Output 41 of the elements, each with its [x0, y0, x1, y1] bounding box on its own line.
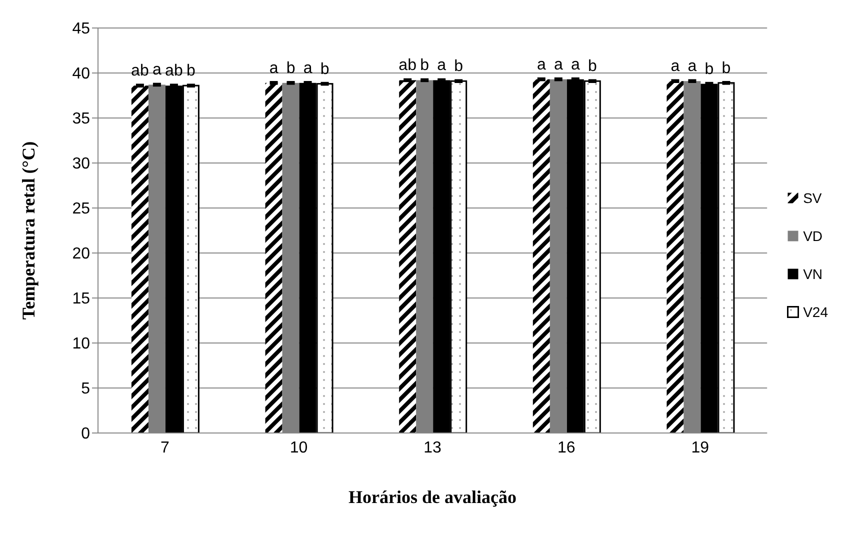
y-tick-label: 0	[81, 426, 90, 443]
data-label: ab	[165, 62, 183, 80]
y-tick-label: 20	[72, 246, 90, 263]
y-axis-title: Temperatura retal (°C)	[18, 141, 38, 320]
data-label: a	[554, 56, 563, 74]
y-tick-label: 30	[72, 156, 90, 173]
y-tick-label: 5	[81, 380, 90, 398]
y-tick-label: 15	[72, 290, 90, 308]
y-tick-label: 40	[72, 66, 90, 83]
legend-label: SV	[803, 190, 822, 206]
data-label: ab	[131, 62, 149, 80]
data-label: b	[186, 62, 196, 80]
x-tick-label: 19	[691, 439, 710, 456]
legend-label: V24	[803, 304, 828, 320]
x-axis-title: Horários de avaliação	[348, 487, 517, 507]
data-label: b	[286, 60, 296, 77]
y-tick-label: 35	[72, 110, 90, 128]
data-label: a	[303, 60, 312, 77]
data-label: b	[420, 57, 430, 74]
x-tick-label: 16	[557, 439, 576, 456]
data-label: b	[454, 58, 464, 76]
data-label: b	[722, 60, 731, 77]
data-label: b	[320, 60, 330, 78]
data-label: a	[536, 56, 546, 74]
data-label: b	[588, 58, 597, 76]
data-label: b	[704, 60, 714, 78]
data-label: a	[269, 60, 278, 77]
legend-label: VN	[803, 266, 823, 282]
data-label: ab	[398, 57, 417, 74]
data-label: a	[670, 58, 680, 76]
x-tick-label: 10	[290, 439, 308, 456]
x-tick-label: 13	[424, 439, 442, 456]
legend-label: VD	[803, 228, 823, 244]
y-tick-label: 10	[72, 336, 90, 353]
data-label: a	[152, 62, 162, 79]
x-tick-label: 7	[160, 439, 170, 456]
data-label: a	[688, 58, 697, 76]
y-tick-label: 45	[72, 20, 90, 38]
y-tick-label: 25	[72, 200, 90, 218]
data-label: a	[570, 56, 580, 74]
data-label: a	[437, 57, 446, 74]
